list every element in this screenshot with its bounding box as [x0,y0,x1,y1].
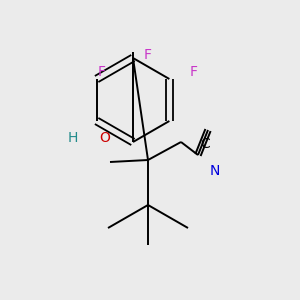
Text: F: F [190,65,198,79]
Text: F: F [98,65,106,79]
Text: F: F [144,48,152,62]
Text: H: H [68,131,78,145]
Text: O: O [99,131,110,145]
Text: C: C [200,137,210,151]
Text: N: N [210,164,220,178]
